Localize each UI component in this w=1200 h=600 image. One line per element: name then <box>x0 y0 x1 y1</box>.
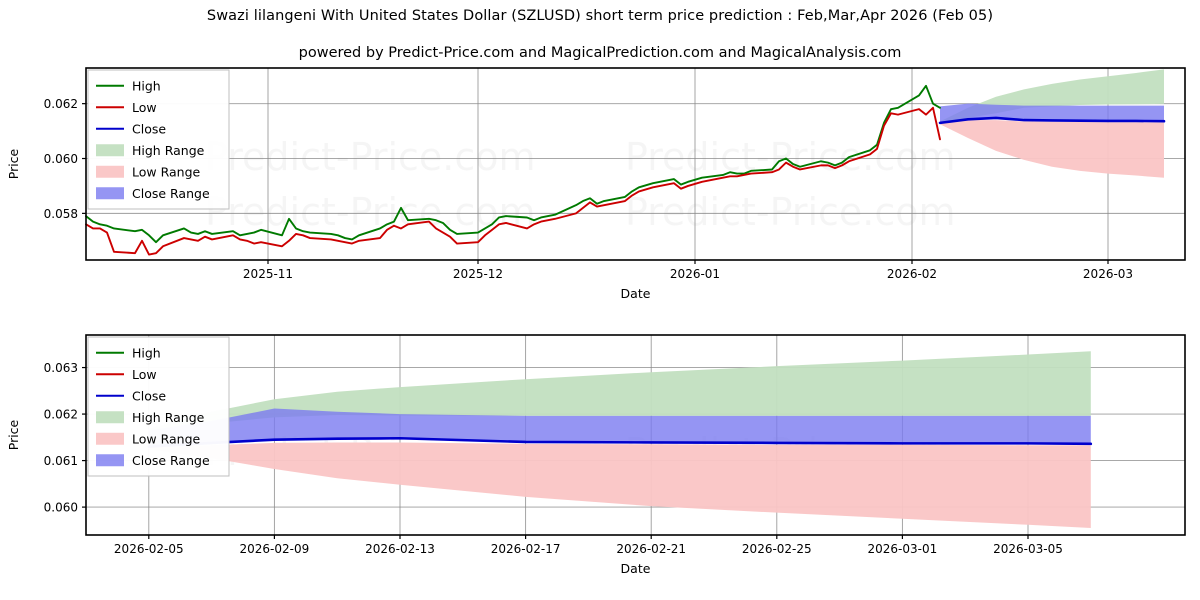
x-tick-label: 2026-02-05 <box>114 542 184 556</box>
legend-item-label: Close Range <box>132 186 210 201</box>
band-close-range <box>940 103 1164 124</box>
y-tick-label: 0.062 <box>44 97 78 111</box>
chart-legend: High Low Close High Range Low Range Close Ran… <box>87 69 230 210</box>
x-tick-label: 2025-12 <box>453 267 503 281</box>
watermark: Predict-Price.com <box>625 190 956 234</box>
series-line-low <box>85 106 941 256</box>
legend-item-label: High <box>132 78 161 93</box>
legend-item-label: Low Range <box>132 431 201 446</box>
y-tick-label: 0.062 <box>44 408 78 422</box>
legend-item-label: Low Range <box>132 164 201 179</box>
legend-item-label: Low <box>132 100 157 115</box>
x-tick-label: 2026-02-21 <box>616 542 686 556</box>
chart-legend: High Low Close High Range Low Range Close Ran… <box>87 336 230 477</box>
y-axis-label: Price <box>6 148 21 179</box>
y-tick-label: 0.061 <box>44 454 78 468</box>
band-low-range <box>148 442 1091 529</box>
series-line-high <box>85 84 941 244</box>
page-subtitle: powered by Predict-Price.com and Magical… <box>298 45 902 61</box>
legend-item-label: Close Range <box>132 453 210 468</box>
top-chart-panel: Predict-Price.com Predict-Price.com Predic… <box>0 60 1200 320</box>
x-tick-label: 2026-01 <box>670 267 720 281</box>
y-tick-label: 0.060 <box>44 501 78 515</box>
legend-item-label: Close <box>132 121 166 136</box>
x-tick-label: 2026-02-09 <box>240 542 310 556</box>
y-tick-label: 0.063 <box>44 361 78 375</box>
series-line-close <box>147 436 1093 448</box>
x-tick-label: 2026-02 <box>887 267 937 281</box>
series-line-close <box>938 116 1166 125</box>
watermark: Predict-Price.com <box>205 135 536 179</box>
x-tick-label: 2026-03-01 <box>868 542 938 556</box>
x-tick-label: 2026-03 <box>1083 267 1133 281</box>
bottom-chart-panel: Predict-Price.comPredict-Price.com0.0600… <box>0 325 1200 600</box>
x-tick-label: 2026-02-13 <box>365 542 435 556</box>
legend-item-label: High Range <box>132 410 205 425</box>
page-title: Swazi lilangeni With United States Dolla… <box>206 8 994 24</box>
x-tick-label: 2026-02-17 <box>491 542 561 556</box>
y-tick-label: 0.058 <box>44 207 78 221</box>
x-tick-label: 2025-11 <box>243 267 293 281</box>
legend-item-label: Close <box>132 388 166 403</box>
x-tick-label: 2026-03-05 <box>993 542 1063 556</box>
x-tick-label: 2026-02-25 <box>742 542 812 556</box>
legend-item-label: Low <box>132 367 157 382</box>
x-axis-label: Date <box>621 561 651 576</box>
x-axis-label: Date <box>621 286 651 301</box>
watermark: Predict-Price.com <box>625 135 956 179</box>
legend-item-label: High Range <box>132 143 205 158</box>
band-high-range <box>148 351 1091 431</box>
band-low-range <box>940 120 1164 178</box>
y-tick-label: 0.060 <box>44 152 78 166</box>
legend-item-label: High <box>132 345 161 360</box>
y-axis-label: Price <box>6 419 21 450</box>
